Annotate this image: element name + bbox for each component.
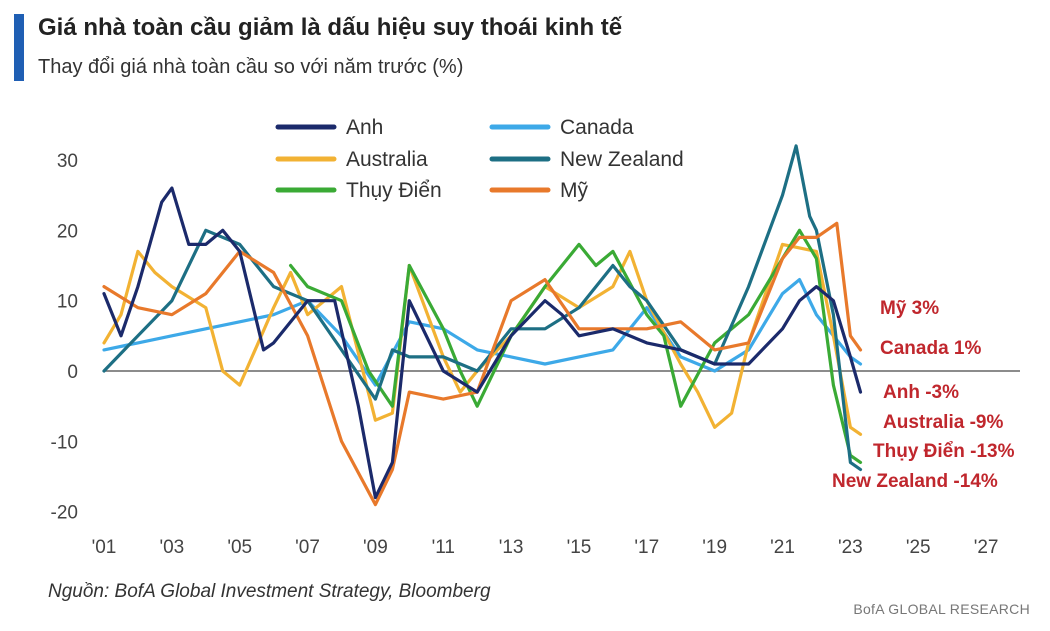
x-tick-label: '07: [295, 537, 320, 558]
series-lines: [102, 144, 863, 507]
y-tick-label: -20: [51, 503, 78, 524]
title-accent-bar: [14, 14, 24, 81]
end-label: Australia -9%: [883, 412, 1003, 433]
x-tick-label: '17: [634, 537, 659, 558]
x-tick-label: '13: [499, 537, 524, 558]
series-line-3: [102, 144, 863, 472]
end-label: Canada 1%: [880, 338, 981, 359]
x-tick-label: '03: [159, 537, 184, 558]
x-tick-label: '09: [363, 537, 388, 558]
y-tick-label: 30: [57, 151, 78, 172]
x-tick-label: '05: [227, 537, 252, 558]
series-line-4: [102, 221, 863, 507]
x-tick-label: '15: [567, 537, 592, 558]
series-line-5: [102, 186, 863, 500]
end-label: New Zealand -14%: [832, 471, 998, 492]
x-tick-label: '19: [702, 537, 727, 558]
y-tick-label: 10: [57, 292, 78, 313]
chart-title: Giá nhà toàn cầu giảm là dấu hiệu suy th…: [38, 14, 623, 41]
y-tick-label: 0: [67, 362, 78, 383]
end-label: Thụy Điển -13%: [873, 441, 1015, 462]
chart-source: Nguồn: BofA Global Investment Strategy, …: [48, 581, 491, 602]
legend-label: New Zealand: [560, 148, 684, 171]
x-tick-label: '21: [770, 537, 795, 558]
legend-label: Thụy Điển: [346, 179, 442, 202]
legend: Anh Canada Australia New Zealand Thụy Điển Mỹ: [275, 116, 684, 202]
series-line-0: [102, 278, 863, 387]
end-label: Anh -3%: [883, 382, 959, 403]
end-labels: Mỹ 3% Canada 1% Anh -3% Australia -9% Thụy Đ…: [832, 298, 1015, 492]
legend-label: Australia: [346, 148, 428, 171]
x-tick-label: '01: [92, 537, 117, 558]
x-tick-label: '25: [906, 537, 931, 558]
x-tick-label: '23: [838, 537, 863, 558]
x-axis-ticks: '01 '03 '05 '07 '09 '11 '13 '15 '17 '19 '21 '23 '25 '…: [92, 537, 999, 558]
series-line-2: [289, 228, 863, 464]
legend-label: Canada: [560, 116, 634, 139]
x-tick-label: '27: [974, 537, 999, 558]
legend-label: Anh: [346, 116, 383, 139]
legend-label: Mỹ: [560, 179, 588, 202]
series-line-1: [102, 242, 863, 436]
y-axis-ticks: 30 20 10 0 -10 -20: [51, 151, 78, 524]
chart-subtitle: Thay đổi giá nhà toàn cầu so với năm trư…: [38, 56, 464, 78]
brand-watermark: BofA GLOBAL RESEARCH: [853, 601, 1030, 617]
y-tick-label: -10: [51, 432, 78, 453]
end-label: Mỹ 3%: [880, 298, 939, 319]
y-tick-label: 20: [57, 221, 78, 242]
x-tick-label: '11: [432, 537, 455, 558]
